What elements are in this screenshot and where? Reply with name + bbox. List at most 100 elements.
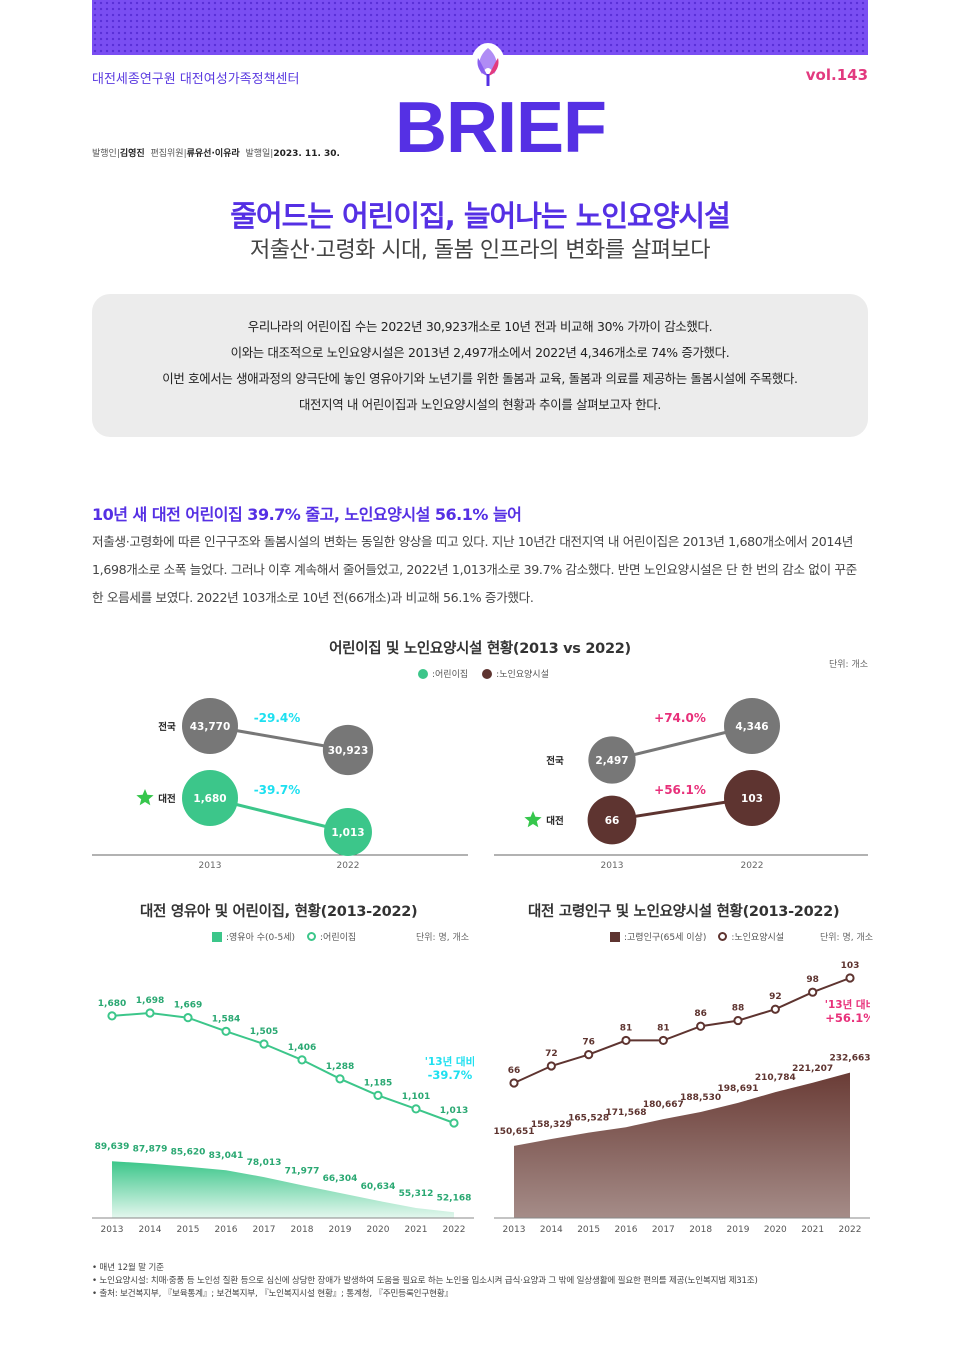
footnotes: • 매년 12월 말 기준 • 노인요양시설: 치매·중풍 등 노인성 질환 등… [92,1262,758,1301]
chart1-value-2013: 43,770 [190,721,231,733]
x-tick-label: 2021 [405,1225,428,1235]
area-data-label: 66,304 [323,1174,358,1184]
chart1-svg: 2013 2022 2013 2022 43,770 30,923 -29.4% 전국 1,68… [92,698,868,871]
line-data-label: 1,680 [98,999,126,1009]
area-series-shape [514,1072,850,1218]
area-data-label: 60,634 [361,1182,396,1192]
daejeon-star-icon [524,811,542,828]
chart3-svg: 150,651158,329165,528171,568180,667188,5… [494,961,871,1235]
sub-title: 저출산·고령화 시대, 돌봄 인프라의 변화를 살펴보다 [250,238,711,263]
line-series-marker [845,973,855,983]
chart1-bubble-2022 [322,724,374,776]
area-data-label: 52,168 [437,1193,472,1203]
chart1-x-tick: 2013 [601,861,624,871]
x-tick-label: 2016 [215,1225,238,1235]
area-series-shape [112,1161,454,1218]
line-series-marker [696,1021,706,1031]
line-series-marker [509,1078,519,1088]
organization-name: 대전세종연구원 대전여성가족정책센터 [92,72,300,87]
chart1-value-2022: 30,923 [328,745,369,757]
line-series-marker [259,1039,269,1049]
line-data-label: 1,101 [402,1092,430,1102]
line-data-label: 1,669 [174,1001,202,1011]
line-data-label: 98 [806,975,819,985]
line-series-marker [335,1074,345,1084]
area-data-label: 180,667 [643,1100,684,1110]
line-data-label: 81 [620,1023,633,1033]
change-annotation-value: +56.1% [825,1011,870,1025]
line-data-label: 1,584 [212,1014,240,1024]
line-data-label: 1,013 [440,1106,468,1116]
area-data-label: 188,530 [680,1093,721,1103]
chart1-value-2022: 103 [741,793,763,805]
brief-logo: BRIEF [395,88,607,168]
chart1-region-label: 전국 [158,721,176,733]
x-tick-label: 2017 [652,1225,675,1235]
area-data-label: 87,879 [133,1145,168,1155]
line-data-label: 86 [694,1009,707,1019]
line-data-label: 1,505 [250,1027,278,1037]
area-data-label: 158,329 [531,1120,572,1130]
legend-ring-elderly-facility [718,932,728,941]
header-pattern-band [92,0,868,55]
line-series-marker [373,1090,383,1100]
x-tick-label: 2019 [727,1225,750,1235]
volume-number: vol.143 [805,66,868,84]
area-data-label: 89,639 [95,1142,130,1152]
line-series-marker [145,1008,155,1018]
x-tick-label: 2017 [253,1225,276,1235]
line-data-label: 1,698 [136,996,164,1006]
legend-square-elderly-pop [610,931,620,942]
chart1-bubble-2013 [182,770,238,826]
line-series-marker [449,1118,459,1128]
x-tick-label: 2018 [689,1225,712,1235]
change-annotation: '13년 대비 [825,998,870,1011]
x-tick-label: 2020 [367,1225,390,1235]
x-tick-label: 2013 [101,1225,124,1235]
chart1-value-2022: 4,346 [735,721,768,733]
x-tick-label: 2022 [443,1225,466,1235]
area-data-label: 232,663 [830,1054,871,1064]
x-tick-label: 2015 [577,1225,600,1235]
area-data-label: 210,784 [755,1073,796,1083]
line-series-marker [107,1011,117,1021]
line-data-label: 92 [769,992,782,1002]
area-data-label: 83,041 [209,1151,244,1161]
line-data-label: 88 [732,1004,745,1014]
x-tick-label: 2014 [139,1225,162,1235]
chart3-unit: 단위: 명, 개소 [820,933,874,943]
chart1-x-tick: 2022 [741,861,764,871]
publication-info: 발행인|김영진 편집위원|류유선·이유라 발행일|2023. 11. 30. [92,149,340,159]
legend-dot-childcare [418,668,428,679]
line-data-label: 1,406 [288,1043,316,1053]
footnote: • 출처: 보건복지부, 『보육통계』; 보건복지부, 『노인복지시설 현황』;… [92,1289,453,1299]
chart2-svg: 89,639 87,879 85,620 83,04178,01371,97766,3… [92,996,474,1235]
area-data-label: 55,312 [399,1189,434,1199]
line-data-label: 1,185 [364,1078,392,1088]
chart1-value-2013: 66 [605,815,620,827]
area-data-label: 71,977 [285,1166,320,1176]
line-series-marker [733,1015,743,1026]
line-series-marker [297,1055,307,1065]
line-data-label: 81 [657,1023,670,1033]
area-data-label: 221,207 [792,1064,833,1074]
chart2-title: 대전 영유아 및 어린이집, 현황(2013-2022) [140,904,418,920]
chart1-x-tick: 2022 [337,861,360,871]
chart1-legend: :어린이집 :노인요양시설 [418,667,549,680]
daejeon-star-icon [136,789,154,806]
line-data-label: 103 [841,961,860,971]
chart1-change-label: +56.1% [654,783,706,797]
chart1-bubble-2022 [724,698,780,754]
x-tick-label: 2020 [764,1225,787,1235]
line-series-marker [411,1104,421,1114]
chart1-bubble-2013 [182,698,238,754]
x-tick-label: 2022 [839,1225,862,1235]
x-tick-label: 2021 [801,1225,824,1235]
x-tick-label: 2016 [615,1225,638,1235]
line-series-marker [770,1004,780,1014]
x-tick-label: 2015 [177,1225,200,1235]
chart1-region-label: 대전 [158,793,175,805]
chart1-bubble-2013 [588,736,636,784]
footnote: • 매년 12월 말 기준 [92,1263,164,1273]
line-data-label: 1,288 [326,1062,354,1072]
